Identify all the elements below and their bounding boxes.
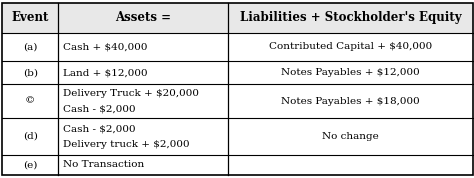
- Text: Contributed Capital + $40,000: Contributed Capital + $40,000: [269, 43, 432, 51]
- Text: (e): (e): [23, 160, 37, 169]
- Text: Liabilities + Stockholder's Equity: Liabilities + Stockholder's Equity: [240, 11, 462, 24]
- Text: Notes Payables + $12,000: Notes Payables + $12,000: [281, 68, 420, 77]
- Text: Delivery Truck + $20,000: Delivery Truck + $20,000: [63, 89, 199, 98]
- Text: No Transaction: No Transaction: [63, 160, 144, 169]
- Text: Cash - $2,000: Cash - $2,000: [63, 104, 135, 113]
- Text: (a): (a): [23, 43, 37, 51]
- Text: ©: ©: [25, 97, 35, 106]
- Text: Cash - $2,000: Cash - $2,000: [63, 124, 135, 133]
- Text: Land + $12,000: Land + $12,000: [63, 68, 147, 77]
- Text: Delivery truck + $2,000: Delivery truck + $2,000: [63, 140, 189, 149]
- Text: (d): (d): [23, 132, 37, 141]
- Bar: [2, 3, 473, 33]
- Text: Notes Payables + $18,000: Notes Payables + $18,000: [281, 97, 420, 106]
- Text: Cash + $40,000: Cash + $40,000: [63, 43, 147, 51]
- Text: Event: Event: [11, 11, 49, 24]
- Text: Assets =: Assets =: [115, 11, 171, 24]
- Text: No change: No change: [322, 132, 379, 141]
- Text: (b): (b): [23, 68, 37, 77]
